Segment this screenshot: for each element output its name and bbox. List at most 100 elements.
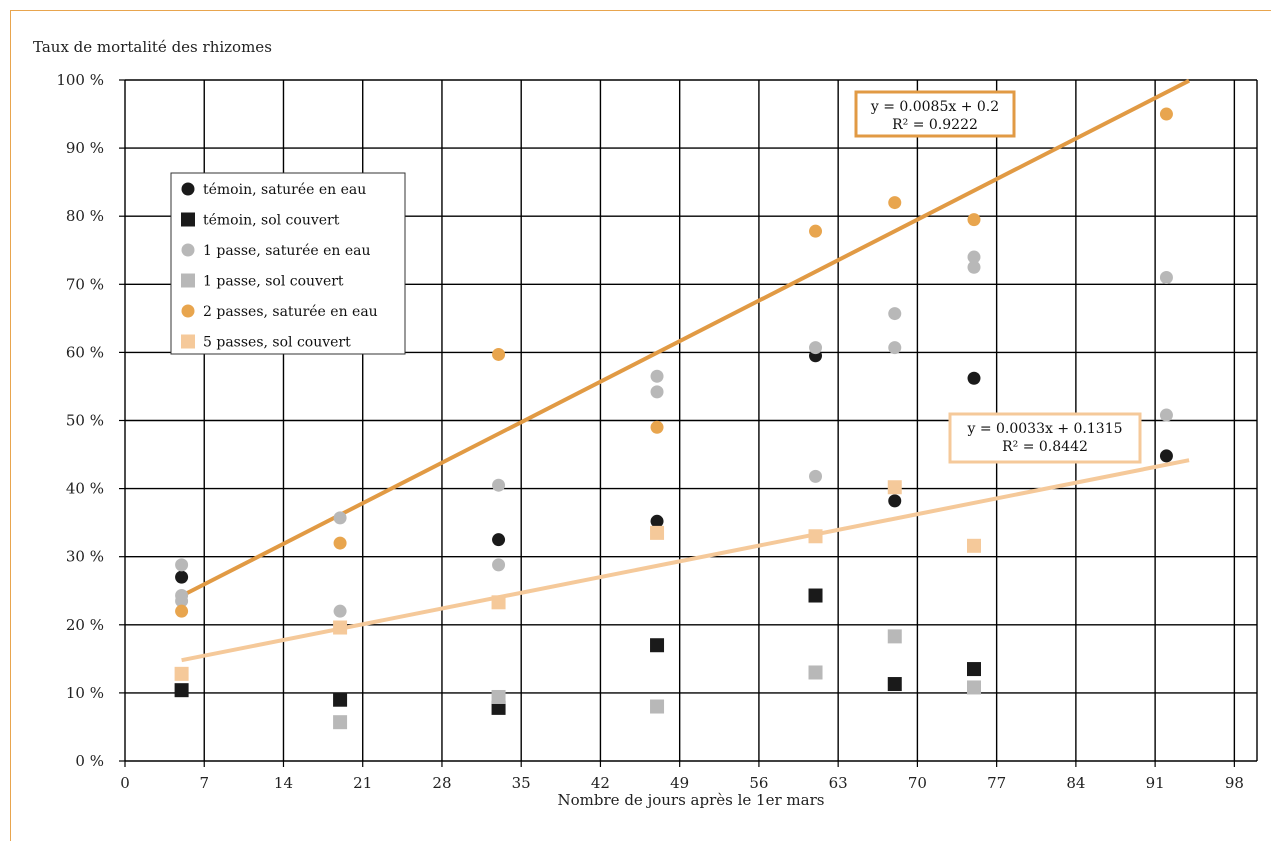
y-tick-label: 60 % [66,343,104,361]
data-point [174,666,189,681]
y-tick-label: 0 % [75,752,104,770]
data-point [333,715,348,730]
legend: témoin, saturée en eau témoin, sol couver… [170,172,406,355]
data-point [492,478,506,492]
x-tick-label: 28 [432,774,451,792]
y-tick-label: 80 % [66,207,104,225]
trendline-equation: y = 0.0085x + 0.2 [870,99,999,115]
data-point [175,594,189,608]
y-tick-label: 50 % [66,412,104,430]
legend-label: 5 passes, sol couvert [203,335,351,351]
data-point [808,588,823,603]
legend-marker [181,182,195,196]
data-point [809,469,823,483]
equation-box-2 [948,412,1142,464]
chart-frame [10,10,1271,841]
data-point [492,533,506,547]
data-point [333,692,348,707]
data-point [491,700,506,715]
trendline-r2: R² = 0.9222 [892,117,978,133]
data-point [967,250,981,264]
data-point [1159,107,1173,121]
data-point [808,529,823,544]
data-point [175,604,189,618]
data-points [174,107,1173,730]
data-point [967,662,981,677]
data-point [650,369,664,383]
y-tick-label: 90 % [66,139,104,157]
data-point [967,260,981,274]
legend-label: 1 passe, saturée en eau [203,243,371,259]
y-axis-label: Taux de mortalité des rhizomes [33,38,272,56]
x-tick-label: 49 [670,774,689,792]
x-tick-label: 14 [274,774,293,792]
x-tick-label: 84 [1066,774,1085,792]
legend-label: témoin, saturée en eau [203,182,366,198]
legend-box [170,172,406,355]
legend-label: témoin, sol couvert [203,213,340,229]
trendlines [180,78,1190,663]
data-point [492,558,506,572]
data-point [175,570,189,584]
y-tick-label: 70 % [66,275,104,293]
data-point [650,514,664,528]
trendline-r2: R² = 0.8442 [1002,439,1088,455]
legend-marker [181,273,195,288]
data-point [492,347,506,361]
data-point [888,196,902,210]
data-point [491,595,506,610]
data-point [650,385,664,399]
x-tick-label: 42 [591,774,610,792]
data-point [887,629,902,644]
data-point [967,213,981,227]
data-point [174,683,189,698]
data-point [333,604,347,618]
data-point [650,525,665,540]
data-point [809,341,823,355]
legend-marker [181,212,195,227]
legend-label: 1 passe, sol couvert [203,274,344,290]
trendline-equations: y = 0.0085x + 0.2 R² = 0.9222 y = 0.0033x … [854,90,1142,464]
x-tick-label: 77 [987,774,1006,792]
data-point [888,341,902,355]
data-point [1159,449,1173,463]
data-point [175,558,189,572]
data-point [333,620,348,635]
x-tick-label: 21 [353,774,372,792]
data-point [887,480,902,495]
data-point [650,699,665,714]
trendline-1 [180,78,1190,598]
grid [119,79,1258,767]
trendline-equation: y = 0.0033x + 0.1315 [966,421,1122,437]
data-point [333,511,347,525]
data-point [491,689,506,704]
y-tick-label: 20 % [66,616,104,634]
y-tick-label: 10 % [66,684,104,702]
data-point [888,307,902,321]
y-tick-label: 100 % [56,71,104,89]
data-point [809,224,823,238]
x-tick-label: 98 [1225,774,1244,792]
data-point [808,665,823,680]
data-point [967,680,981,695]
legend-marker [181,243,195,257]
data-point [967,538,981,553]
data-point [650,420,664,434]
x-tick-label: 56 [749,774,768,792]
data-point [1159,270,1173,284]
x-axis-ticks: 0 7 14 21 28 35 42 49 56 63 70 77 84 91 98 [120,774,1244,792]
x-tick-label: 7 [199,774,209,792]
y-tick-label: 30 % [66,548,104,566]
legend-marker [181,334,195,349]
legend-marker [181,304,195,318]
data-point [887,677,902,692]
equation-box-1 [854,90,1016,138]
x-tick-label: 91 [1146,774,1165,792]
data-point [650,638,665,653]
x-tick-label: 35 [512,774,531,792]
x-tick-label: 63 [829,774,848,792]
legend-label: 2 passes, saturée en eau [203,304,378,320]
data-point [967,371,981,385]
data-point [333,536,347,550]
